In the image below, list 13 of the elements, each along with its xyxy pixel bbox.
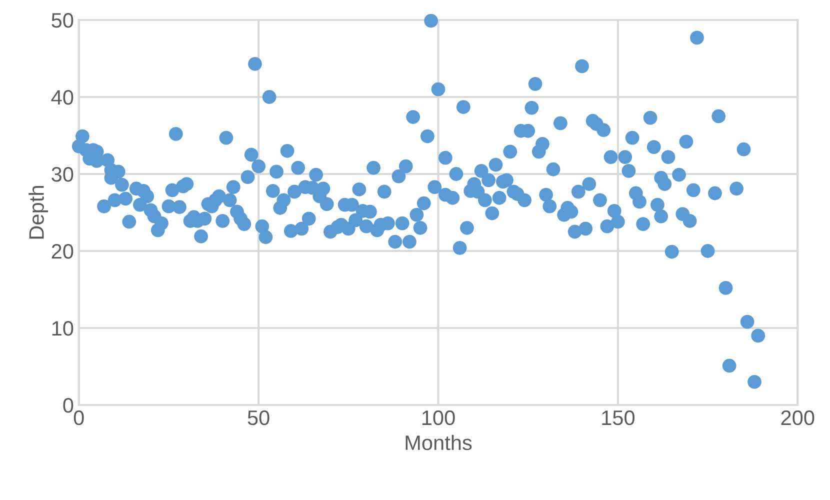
- y-tick-label: 0: [63, 398, 74, 413]
- x-tick-label: 200: [781, 410, 814, 426]
- y-axis-title: Depth: [28, 186, 48, 239]
- x-axis-title: Months: [406, 434, 472, 450]
- y-tick-label: 10: [52, 321, 74, 336]
- x-tick-label: 100: [422, 410, 455, 426]
- x-tick-label: 0: [74, 410, 84, 426]
- y-tick-label: 40: [51, 90, 74, 105]
- y-tick-label: 50: [52, 13, 74, 28]
- y-tick-label: 30: [52, 167, 74, 182]
- y-tick-label: 20: [52, 244, 74, 259]
- x-tick-label: 150: [602, 410, 634, 426]
- x-tick-label: 50: [248, 410, 270, 426]
